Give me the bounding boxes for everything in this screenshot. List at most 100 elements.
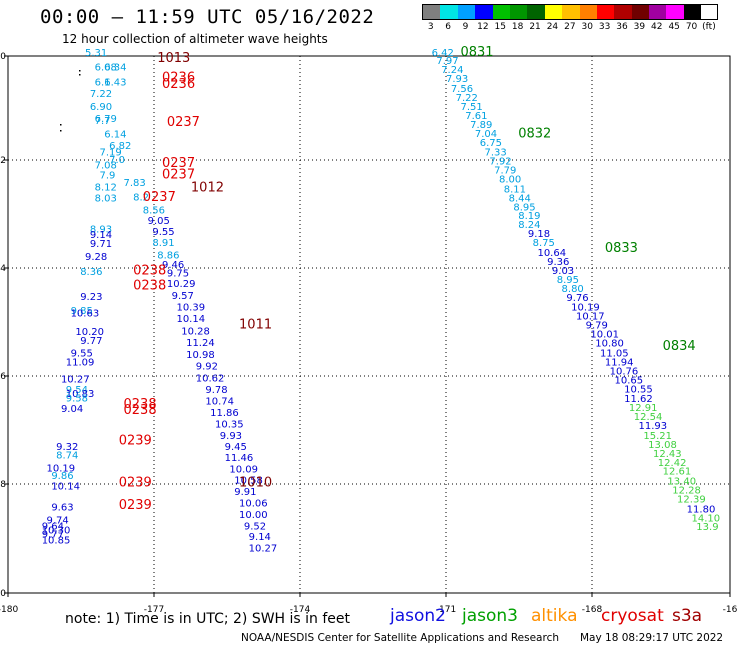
legend-label: 6 <box>445 22 451 32</box>
legend-label: 39 <box>633 22 646 32</box>
swh-value: 11.05 <box>600 348 629 359</box>
swh-value: 10.62 <box>196 374 225 385</box>
satellite-altika: altika <box>531 606 578 626</box>
swh-value: 9.79 <box>586 321 608 332</box>
swh-value: 10.01 <box>590 330 619 341</box>
swh-value: 10.27 <box>249 543 278 554</box>
pass-time-label: 0831 <box>460 45 493 60</box>
swh-value: 11.94 <box>605 357 634 368</box>
swh-value: 10.27 <box>61 374 90 385</box>
pass-time-label: 0832 <box>518 127 551 142</box>
swh-value: 8.56 <box>143 206 165 217</box>
swh-value: 9.03 <box>552 266 574 277</box>
swh-value: 10.80 <box>595 339 624 350</box>
swh-value: 8.91 <box>152 238 174 249</box>
swh-value: 8.11 <box>504 184 526 195</box>
legend-swatch <box>527 5 545 19</box>
x-tick-label: -171 <box>436 605 456 615</box>
pass-time-label: 0238 <box>133 263 166 278</box>
swh-value: 10.20 <box>75 327 104 338</box>
swh-value: 9.58 <box>66 393 88 404</box>
swh-value: 7.33 <box>485 148 507 159</box>
swh-value: 6.43 <box>104 77 126 88</box>
swh-value: 10.30 <box>42 526 71 537</box>
footer-note: note: 1) Time is in UTC; 2) SWH is in fe… <box>65 611 351 627</box>
map-frame <box>7 55 731 594</box>
swh-value: 12.61 <box>663 467 692 478</box>
swh-value: 9.76 <box>566 293 588 304</box>
pass-time-label: 0237 <box>167 115 200 130</box>
legend-swatch <box>666 5 684 19</box>
swh-value: 10.35 <box>215 419 244 430</box>
swh-value: 9.23 <box>80 292 102 303</box>
swh-value: 10.74 <box>205 397 234 408</box>
pass-time-label: 0239 <box>119 476 152 491</box>
satellite-s3a: s3a <box>672 606 703 626</box>
x-tick-label: -174 <box>290 605 311 615</box>
swh-value: 9.74 <box>47 516 69 527</box>
pass-time-label: 0236 <box>162 71 195 86</box>
swh-value: 8.86 <box>157 250 179 261</box>
island-dot <box>60 130 62 132</box>
legend-label: 24 <box>546 22 559 32</box>
y-tick-label: -38 <box>0 480 6 490</box>
legend-swatch <box>544 5 563 19</box>
pass-time-label: 1012 <box>191 180 224 195</box>
legend-label: 42 <box>651 22 663 32</box>
swh-value: 13.40 <box>667 477 696 488</box>
swh-value: 10.65 <box>614 375 643 386</box>
swh-value: 9.05 <box>148 216 170 227</box>
swh-value: 9.71 <box>90 239 112 250</box>
swh-value: 9.63 <box>51 503 73 514</box>
legend-swatch <box>440 5 458 19</box>
legend-swatch <box>492 5 510 19</box>
swh-value: 6.14 <box>104 130 126 141</box>
swh-value: 9.46 <box>162 260 184 271</box>
swh-value: 6.82 <box>109 141 131 152</box>
swh-value: 10.63 <box>71 308 100 319</box>
swh-value: 9.36 <box>547 257 569 268</box>
pass-time-label: 0237 <box>162 167 195 182</box>
swh-value: 11.86 <box>210 408 239 419</box>
swh-value: 7.04 <box>475 129 497 140</box>
swh-value: 10.14 <box>51 481 80 492</box>
swh-value: 12.42 <box>658 458 687 469</box>
legend-swatch <box>683 5 702 19</box>
swh-value: 6.34 <box>104 63 126 74</box>
swh-value: 10.39 <box>176 303 205 314</box>
legend-label: 70 <box>685 22 698 32</box>
legend-label: 45 <box>668 22 680 32</box>
swh-value: 12.28 <box>672 486 701 497</box>
swh-value: 11.80 <box>687 504 716 515</box>
pass-time-label: 0238 <box>133 278 166 293</box>
swh-value: 8.24 <box>518 220 540 231</box>
swh-value: 15.21 <box>643 431 672 442</box>
swh-value: 11.24 <box>186 338 215 349</box>
swh-value: 6.42 <box>432 48 454 59</box>
legend-swatches <box>422 4 718 20</box>
swh-value: 8.95 <box>557 275 579 286</box>
chart-subtitle: 12 hour collection of altimeter wave hei… <box>62 32 328 46</box>
swh-value: 7.61 <box>465 111 487 122</box>
swh-value: 10.19 <box>47 463 76 474</box>
swh-value: 9.57 <box>172 291 194 302</box>
swh-value: 9.92 <box>196 361 218 372</box>
swh-value: 10.28 <box>181 326 210 337</box>
swh-value: 7.79 <box>494 166 516 177</box>
swh-value: 7.92 <box>489 157 511 168</box>
swh-value: 7.51 <box>460 102 482 113</box>
swh-value: 7.9 <box>99 170 115 181</box>
y-tick-label: -34 <box>0 264 6 274</box>
swh-value: 10.06 <box>239 499 268 510</box>
pass-time-label: 0834 <box>663 339 696 354</box>
swh-value: 11.09 <box>66 357 95 368</box>
legend-label: 15 <box>494 22 506 32</box>
legend-label: 33 <box>598 22 611 32</box>
y-tick-label: -36 <box>0 372 6 382</box>
swh-value: 12.91 <box>629 403 658 414</box>
swh-value: 8.12 <box>95 183 117 194</box>
swh-value: 10.98 <box>186 350 215 361</box>
swh-value: 7.7 <box>95 116 111 127</box>
swh-value: 7.24 <box>441 65 463 76</box>
satellite-cryosat: cryosat <box>601 606 664 626</box>
